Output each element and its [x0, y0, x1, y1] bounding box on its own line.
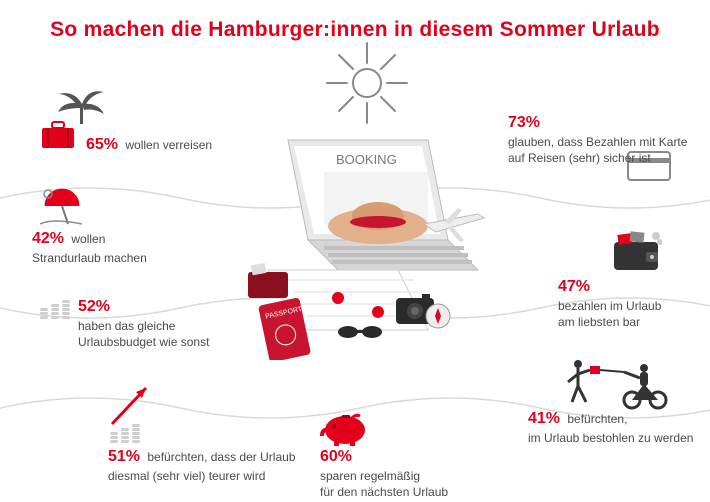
booking-label: BOOKING	[336, 152, 397, 167]
coins-icon	[40, 300, 70, 320]
sun-icon	[322, 38, 412, 128]
stat-cash: 47% bezahlen im Urlaub am liebsten bar	[558, 276, 661, 330]
stat-cardsafe-text-b: auf Reisen (sehr) sicher ist	[508, 151, 651, 165]
stat-cash-text-a: bezahlen im Urlaub	[558, 299, 661, 313]
stat-pricey-text-b: diesmal (sehr viel) teurer wird	[108, 469, 265, 483]
infographic-root: So machen die Hamburger:innen in diesem …	[0, 0, 710, 502]
stat-stolen: 41% befürchten, im Urlaub bestohlen zu w…	[528, 408, 693, 446]
stat-cash-pct: 47%	[558, 278, 590, 295]
stat-stolen-pct: 41%	[528, 410, 560, 427]
stat-pricey: 51% befürchten, dass der Urlaub diesmal …	[108, 446, 295, 484]
stat-travel: 65% wollen verreisen	[86, 134, 212, 156]
stat-budget: 52% haben das gleiche Urlaubsbudget wie …	[78, 296, 209, 350]
stat-cardsafe-text-a: glauben, dass Bezahlen mit Karte	[508, 135, 687, 149]
stat-budget-text-b: Urlaubsbudget wie sonst	[78, 335, 209, 349]
stat-stolen-text-b: im Urlaub bestohlen zu werden	[528, 431, 693, 445]
umbrella-icon	[38, 188, 84, 228]
stat-save: 60% sparen regelmäßig für den nächsten U…	[320, 446, 448, 500]
stat-budget-pct: 52%	[78, 298, 110, 315]
suitcase-icon	[38, 120, 78, 152]
stat-pricey-pct: 51%	[108, 448, 140, 465]
stat-beach-text-b: Strandurlaub machen	[32, 251, 147, 265]
stat-pricey-text-a: befürchten, dass der Urlaub	[147, 450, 295, 464]
stat-save-pct: 60%	[320, 448, 352, 465]
stat-stolen-text-a: befürchten,	[567, 412, 627, 426]
stat-beach: 42% wollen Strandurlaub machen	[32, 228, 147, 266]
stat-save-text-b: für den nächsten Urlaub	[320, 485, 448, 499]
stat-cardsafe-pct: 73%	[508, 114, 540, 131]
wallet-icon	[610, 230, 662, 274]
stat-cash-text-b: am liebsten bar	[558, 315, 640, 329]
center-illustration: BOOKING PASSPORT	[228, 130, 488, 360]
coins-icon	[110, 424, 140, 444]
stat-save-text-a: sparen regelmäßig	[320, 469, 420, 483]
stat-travel-text: wollen verreisen	[125, 138, 212, 152]
thief-icon	[560, 350, 670, 410]
stat-beach-pct: 42%	[32, 230, 64, 247]
stat-cardsafe: 73% glauben, dass Bezahlen mit Karte auf…	[508, 112, 687, 166]
arrow-up-icon	[106, 380, 156, 430]
piggy-bank-icon	[320, 408, 370, 448]
stat-beach-text-a: wollen	[71, 232, 105, 246]
stat-travel-pct: 65%	[86, 136, 118, 153]
stat-budget-text-a: haben das gleiche	[78, 319, 175, 333]
